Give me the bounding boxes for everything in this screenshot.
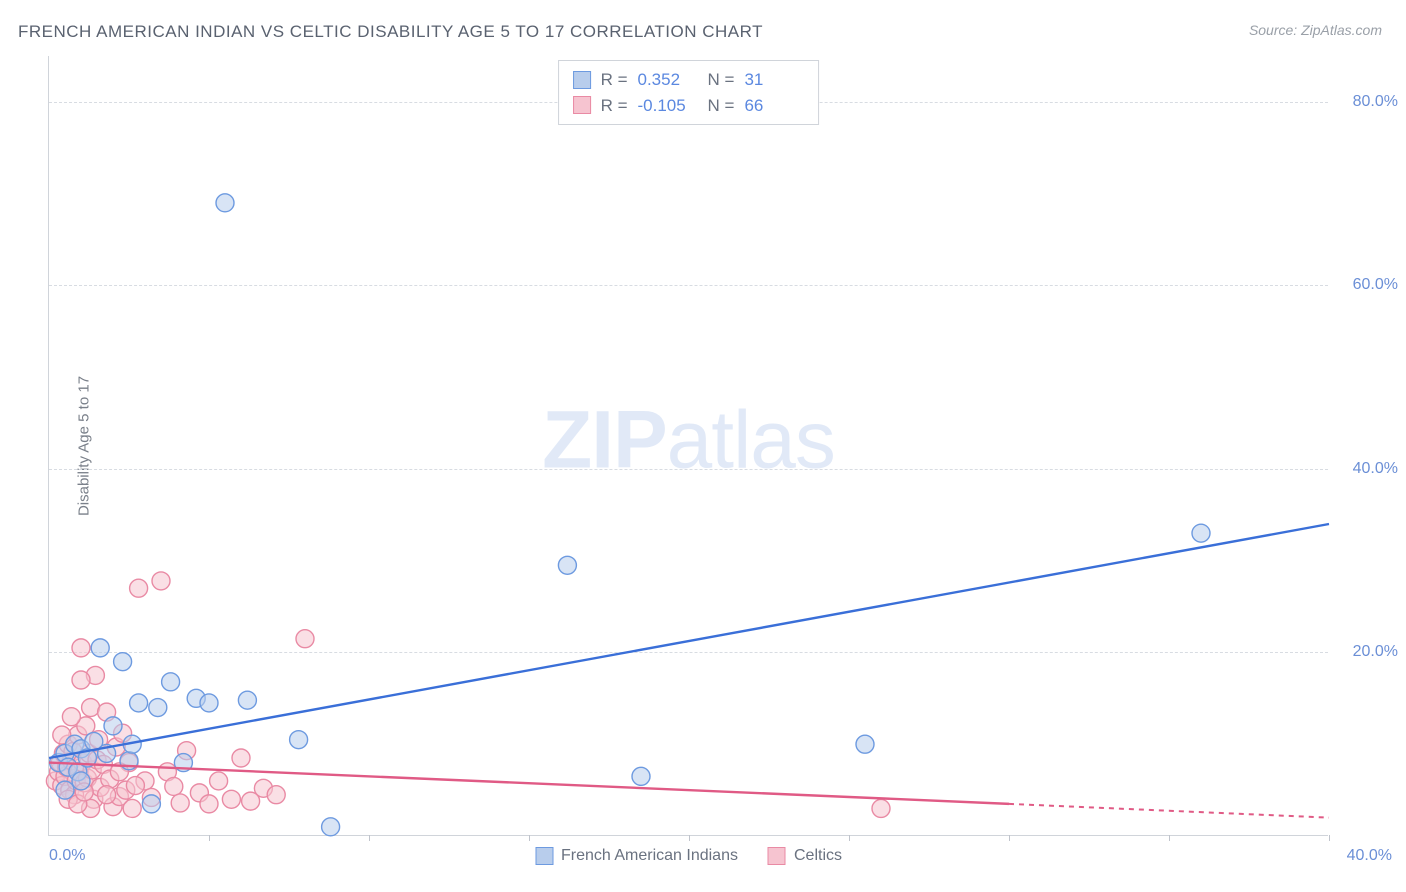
- data-point: [114, 653, 132, 671]
- swatch-pink: [573, 96, 591, 114]
- data-point: [72, 671, 90, 689]
- trend-line-dash: [1009, 804, 1329, 818]
- y-tick-label: 40.0%: [1353, 460, 1398, 478]
- data-point: [142, 795, 160, 813]
- data-point: [56, 781, 74, 799]
- data-point: [210, 772, 228, 790]
- data-point: [91, 639, 109, 657]
- stats-row-blue: R = 0.352 N = 31: [573, 67, 805, 93]
- n-label-pink: N =: [708, 93, 735, 119]
- data-point: [162, 673, 180, 691]
- data-point: [632, 767, 650, 785]
- data-point: [200, 694, 218, 712]
- data-point: [104, 717, 122, 735]
- data-point: [216, 194, 234, 212]
- data-point: [238, 691, 256, 709]
- stats-row-pink: R = -0.105 N = 66: [573, 93, 805, 119]
- data-point: [558, 556, 576, 574]
- data-point: [152, 572, 170, 590]
- legend-item-pink: Celtics: [768, 847, 842, 865]
- scatter-plot: [49, 56, 1328, 835]
- data-point: [171, 794, 189, 812]
- legend-item-blue: French American Indians: [535, 847, 738, 865]
- n-value-pink: 66: [744, 93, 804, 119]
- data-point: [232, 749, 250, 767]
- data-point: [72, 772, 90, 790]
- chart-area: ZIPatlas 20.0%40.0%60.0%80.0% R = 0.352 …: [48, 56, 1328, 836]
- trend-line: [49, 524, 1329, 758]
- data-point: [130, 694, 148, 712]
- data-point: [82, 699, 100, 717]
- bottom-legend: French American Indians Celtics: [535, 847, 842, 865]
- stats-legend: R = 0.352 N = 31 R = -0.105 N = 66: [558, 60, 820, 125]
- x-tick-label-max: 40.0%: [1347, 847, 1392, 865]
- data-point: [98, 786, 116, 804]
- r-label-pink: R =: [601, 93, 628, 119]
- data-point: [72, 639, 90, 657]
- chart-title: FRENCH AMERICAN INDIAN VS CELTIC DISABIL…: [18, 22, 763, 42]
- legend-label-pink: Celtics: [794, 847, 842, 865]
- x-tick-label-min: 0.0%: [49, 847, 85, 865]
- data-point: [126, 777, 144, 795]
- data-point: [200, 795, 218, 813]
- data-point: [130, 579, 148, 597]
- n-value-blue: 31: [744, 67, 804, 93]
- swatch-blue: [573, 71, 591, 89]
- legend-swatch-blue: [535, 847, 553, 865]
- y-tick-label: 20.0%: [1353, 643, 1398, 661]
- r-label-blue: R =: [601, 67, 628, 93]
- n-label-blue: N =: [708, 67, 735, 93]
- r-value-blue: 0.352: [638, 67, 698, 93]
- data-point: [296, 630, 314, 648]
- y-tick-label: 80.0%: [1353, 93, 1398, 111]
- data-point: [872, 799, 890, 817]
- y-tick-label: 60.0%: [1353, 276, 1398, 294]
- data-point: [290, 731, 308, 749]
- data-point: [222, 790, 240, 808]
- data-point: [267, 786, 285, 804]
- legend-label-blue: French American Indians: [561, 847, 738, 865]
- data-point: [165, 777, 183, 795]
- r-value-pink: -0.105: [638, 93, 698, 119]
- legend-swatch-pink: [768, 847, 786, 865]
- data-point: [856, 735, 874, 753]
- data-point: [1192, 524, 1210, 542]
- data-point: [322, 818, 340, 836]
- data-point: [149, 699, 167, 717]
- data-point: [62, 708, 80, 726]
- source-label: Source: ZipAtlas.com: [1249, 22, 1382, 38]
- data-point: [123, 799, 141, 817]
